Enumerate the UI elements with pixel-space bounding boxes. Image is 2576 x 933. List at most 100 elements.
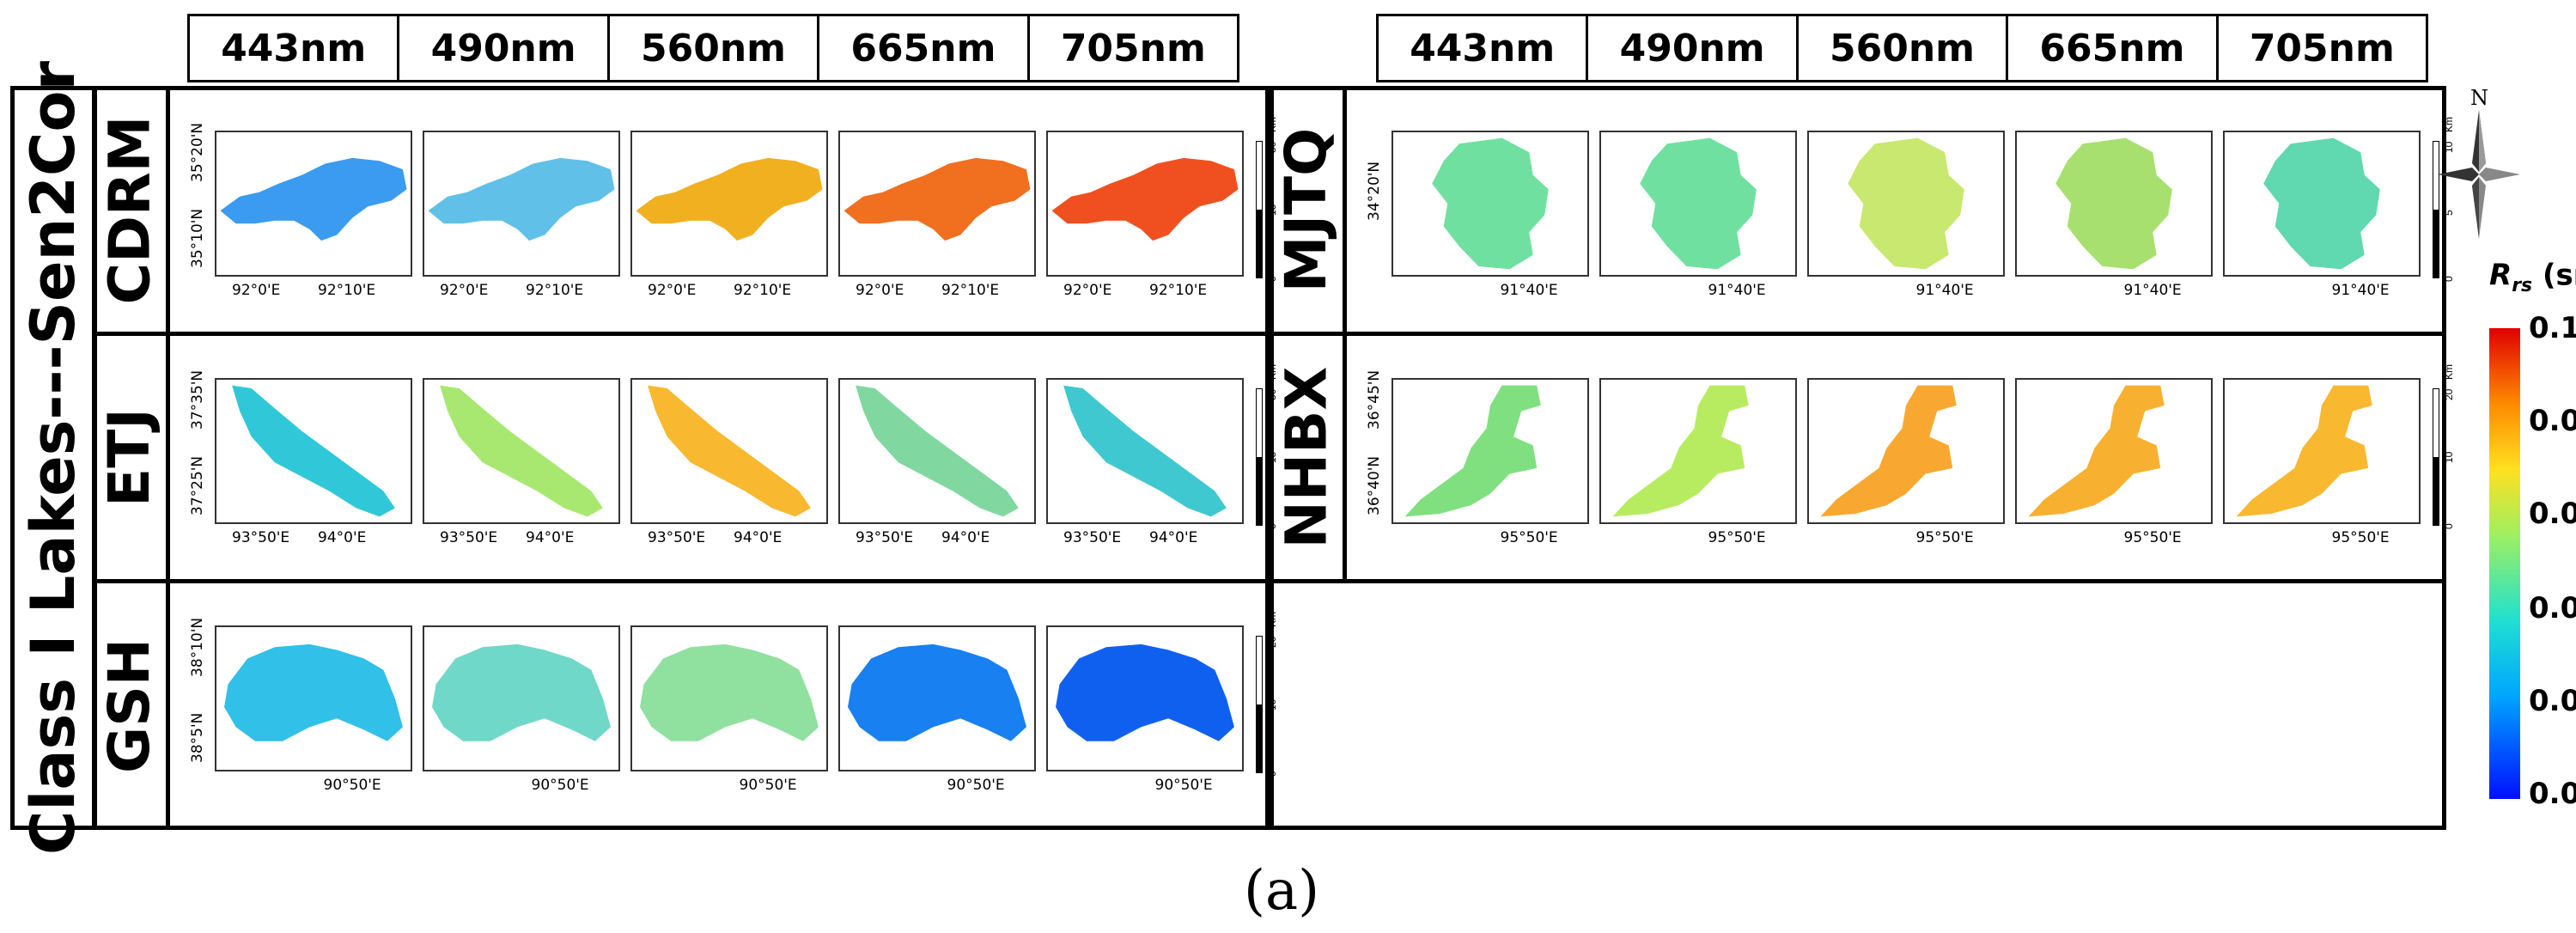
lake-name: ETJ — [96, 407, 163, 507]
x-tick-label: 92°0'E — [856, 282, 904, 299]
x-tick-label: 91°40'E — [1708, 282, 1766, 299]
x-tick-label: 94°0'E — [941, 529, 990, 546]
lake-shape — [636, 157, 823, 241]
lake-name: CDRM — [96, 115, 163, 304]
scale-bar — [1256, 388, 1263, 526]
lake-shape — [1848, 137, 1964, 270]
scale-bar — [1256, 141, 1263, 278]
scale-label: 0 — [1266, 771, 1278, 777]
colorbar-tick: 0.10 — [2529, 311, 2576, 345]
scale-unit: Km — [1266, 612, 1278, 627]
lake-shape — [1051, 157, 1239, 241]
x-tick-label: 90°50'E — [947, 777, 1005, 794]
lake-shape — [843, 157, 1031, 241]
x-tick-label: 95°50'E — [1708, 529, 1766, 546]
lake-shape — [1404, 385, 1541, 517]
lake-shape — [428, 157, 615, 241]
band-map — [423, 378, 620, 524]
row-divider — [1270, 332, 2446, 336]
band-label: 443nm — [190, 16, 400, 80]
x-tick-label: 92°10'E — [734, 282, 792, 299]
band-map — [838, 131, 1036, 277]
x-tick-label: 90°50'E — [739, 777, 797, 794]
colorbar — [2489, 328, 2520, 799]
x-tick-label: 94°0'E — [1149, 529, 1198, 546]
lake-shape — [640, 643, 819, 741]
x-tick-label: 92°10'E — [1149, 282, 1208, 299]
colorbar-sub: rs — [2512, 275, 2533, 297]
x-tick-label: 94°0'E — [318, 529, 367, 546]
lake-name-cell: GSH — [93, 581, 170, 830]
band-map — [2015, 378, 2213, 524]
colorbar-tick: 0.06 — [2529, 497, 2576, 531]
lake-shape — [2263, 137, 2380, 270]
x-tick-label: 91°40'E — [1915, 282, 1974, 299]
row-divider — [1270, 579, 2446, 583]
lake-shape — [1612, 385, 1749, 517]
x-tick-label: 94°0'E — [734, 529, 783, 546]
band-map — [630, 378, 828, 524]
scale-label: 20 — [1266, 636, 1278, 648]
x-tick-label: 93°50'E — [440, 529, 498, 546]
band-label: 490nm — [399, 16, 610, 80]
band-label: 560nm — [1799, 16, 2009, 80]
x-tick-label: 92°0'E — [1063, 282, 1112, 299]
band-map — [2223, 378, 2421, 524]
y-tick-label: 37°25'N — [189, 455, 206, 515]
lake-shape — [2055, 137, 2172, 270]
scale-bar — [2433, 141, 2439, 278]
lake-name-cell: ETJ — [93, 333, 170, 581]
lake-name-cell: CDRM — [93, 86, 170, 333]
band-map — [423, 625, 620, 771]
band-map — [2223, 131, 2421, 277]
group-label: Class I Lakes---Sen2Cor — [10, 61, 96, 855]
x-tick-label: 90°50'E — [323, 777, 381, 794]
x-tick-label: 91°40'E — [2123, 282, 2182, 299]
band-label: 443nm — [1379, 16, 1589, 80]
band-label: 705nm — [2249, 26, 2395, 70]
band-map — [1599, 131, 1797, 277]
lake-name: GSH — [96, 637, 163, 773]
band-map — [630, 131, 828, 277]
colorbar-symbol: R — [2489, 258, 2512, 293]
lake-shape — [1063, 385, 1227, 517]
left-panel — [93, 86, 1270, 830]
colorbar-tick: 0.00 — [2529, 777, 2576, 811]
compass-label: N — [2470, 86, 2488, 110]
lake-name-cell: NHBX — [1270, 333, 1347, 581]
x-tick-label: 94°0'E — [526, 529, 575, 546]
scale-label: 0 — [2443, 276, 2455, 282]
subfigure-label: (a) — [1244, 859, 1320, 923]
lake-shape — [848, 643, 1026, 741]
lake-shape — [1640, 137, 1757, 270]
lake-shape — [224, 643, 403, 741]
band-map — [1599, 378, 1797, 524]
y-tick-label: 38°10'N — [189, 617, 206, 677]
colorbar-unit: (sr — [2542, 258, 2576, 293]
lake-name: MJTQ — [1273, 127, 1339, 292]
band-map — [215, 625, 412, 771]
lake-name-cell: MJTQ — [1270, 86, 1347, 333]
band-map — [215, 131, 412, 277]
scale-bar — [1256, 636, 1263, 773]
colorbar-tick: 0.02 — [2529, 684, 2576, 718]
x-tick-label: 92°10'E — [526, 282, 584, 299]
colorbar-tick: 0.04 — [2529, 591, 2576, 625]
scale-bar — [2433, 388, 2439, 526]
scale-unit: Km — [2443, 364, 2455, 380]
x-tick-label: 95°50'E — [2123, 529, 2182, 546]
scale-label: 10 — [1266, 698, 1278, 710]
band-label: 665nm — [819, 16, 1030, 80]
compass-icon: N — [2438, 86, 2520, 241]
lake-shape — [856, 385, 1019, 517]
band-map — [1046, 378, 1244, 524]
x-tick-label: 95°50'E — [1915, 529, 1974, 546]
x-tick-label: 93°50'E — [648, 529, 706, 546]
x-tick-label: 91°40'E — [2331, 282, 2390, 299]
lake-shape — [2028, 385, 2165, 517]
lake-shape — [1056, 643, 1234, 741]
y-tick-label: 35°20'N — [189, 122, 206, 182]
lake-shape — [220, 157, 407, 241]
band-map — [1046, 625, 1244, 771]
scale-label: 20 — [2443, 388, 2455, 400]
